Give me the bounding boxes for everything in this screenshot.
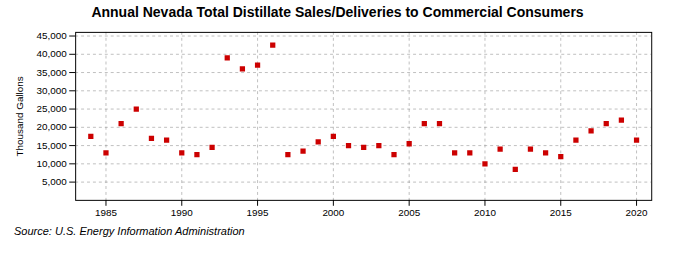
svg-text:5,000: 5,000: [42, 176, 67, 187]
svg-text:40,000: 40,000: [37, 48, 68, 59]
svg-text:20,000: 20,000: [37, 121, 68, 132]
svg-text:30,000: 30,000: [37, 85, 68, 96]
html-text:Source: U.S. Energy Informatio: Source: U.S. Energy Information Administ…: [14, 224, 245, 237]
svg-text:25,000: 25,000: [37, 103, 68, 114]
svg-text:2000: 2000: [322, 207, 344, 218]
svg-text:1990: 1990: [171, 207, 193, 218]
svg-text:1995: 1995: [247, 207, 269, 218]
svg-text:35,000: 35,000: [37, 67, 68, 78]
svg-text:2020: 2020: [626, 207, 648, 218]
svg-text:1985: 1985: [95, 207, 117, 218]
svg-text:2010: 2010: [474, 207, 496, 218]
html-text:Annual Nevada Total Distillate: Annual Nevada Total Distillate Sales/Del…: [91, 4, 584, 20]
svg-text:10,000: 10,000: [37, 158, 68, 169]
svg-text:Thousand Gallons: Thousand Gallons: [14, 76, 25, 156]
svg-text:45,000: 45,000: [37, 30, 68, 41]
svg-text:15,000: 15,000: [37, 140, 68, 151]
svg-text:2015: 2015: [550, 207, 572, 218]
svg-text:2005: 2005: [398, 207, 420, 218]
